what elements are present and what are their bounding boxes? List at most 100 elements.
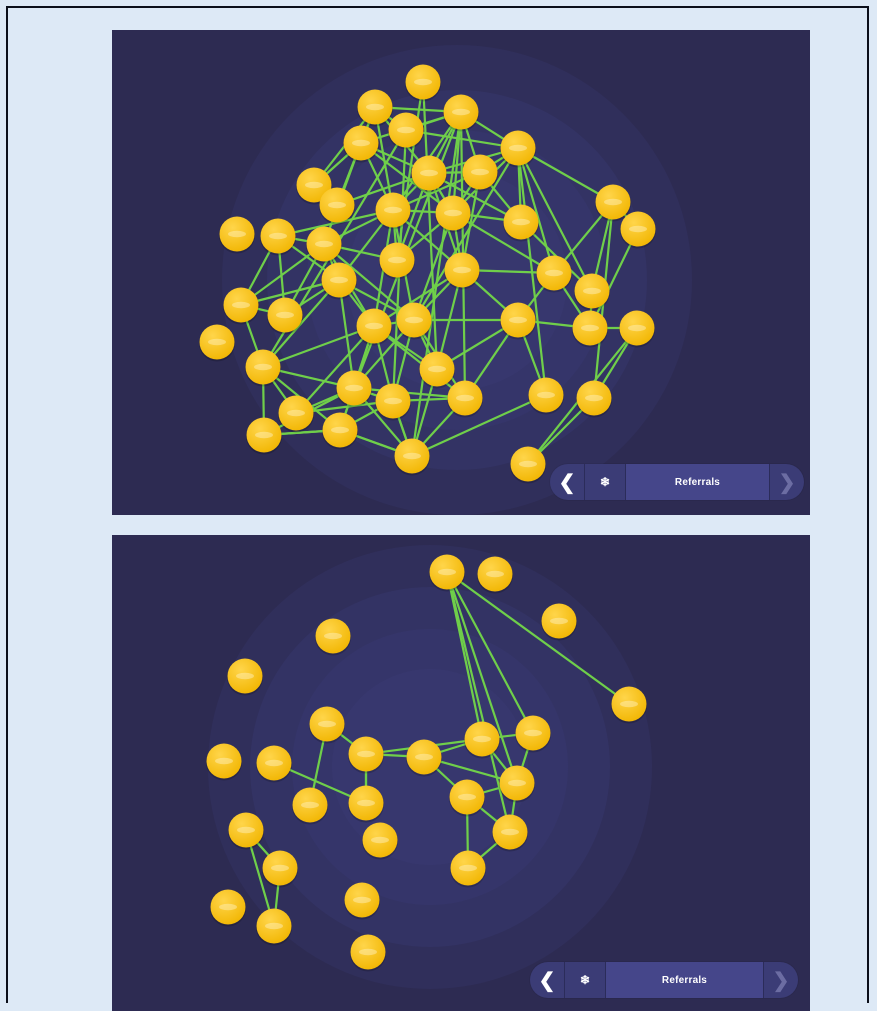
graph-node[interactable] xyxy=(450,850,486,888)
graph-node[interactable] xyxy=(199,324,235,362)
network-panel-bottom: ❮ ❄ Referrals ❯ xyxy=(112,535,810,1011)
graph-node[interactable] xyxy=(306,226,342,264)
graph-node[interactable] xyxy=(510,446,546,484)
graph-node[interactable] xyxy=(541,603,577,641)
graph-node[interactable] xyxy=(620,211,656,249)
edge-line xyxy=(372,324,467,400)
graph-node[interactable] xyxy=(319,187,355,225)
graph-node[interactable] xyxy=(256,745,292,783)
edge-line xyxy=(294,324,376,415)
graph-node[interactable] xyxy=(228,812,264,850)
network-graph-bottom[interactable] xyxy=(112,535,810,1011)
graph-node[interactable] xyxy=(388,112,424,150)
graph-node[interactable] xyxy=(375,383,411,421)
forward-button[interactable]: ❯ xyxy=(770,464,804,500)
graph-node[interactable] xyxy=(477,556,513,594)
graph-node[interactable] xyxy=(411,155,447,193)
graph-node[interactable] xyxy=(219,216,255,254)
graph-node[interactable] xyxy=(443,94,479,132)
chevron-left-icon: ❮ xyxy=(558,471,576,494)
graph-node[interactable] xyxy=(350,934,386,972)
graph-node[interactable] xyxy=(343,125,379,163)
graph-node[interactable] xyxy=(267,297,303,335)
graph-node[interactable] xyxy=(348,785,384,823)
graph-node[interactable] xyxy=(356,308,392,346)
graph-node[interactable] xyxy=(262,850,298,888)
graph-node[interactable] xyxy=(619,310,655,348)
graph-node[interactable] xyxy=(394,438,430,476)
graph-node[interactable] xyxy=(464,721,500,759)
freeze-button[interactable]: ❄ xyxy=(565,962,606,998)
graph-node[interactable] xyxy=(572,310,608,348)
graph-node[interactable] xyxy=(419,351,455,389)
graph-node[interactable] xyxy=(206,743,242,781)
graph-node[interactable] xyxy=(357,89,393,127)
graph-node[interactable] xyxy=(515,715,551,753)
graph-node[interactable] xyxy=(375,192,411,230)
graph-node[interactable] xyxy=(348,736,384,774)
graph-node[interactable] xyxy=(227,658,263,696)
graph-node[interactable] xyxy=(503,204,539,242)
graph-node[interactable] xyxy=(315,618,351,656)
graph-node[interactable] xyxy=(611,686,647,724)
edge-line xyxy=(276,208,395,238)
graph-node[interactable] xyxy=(379,242,415,280)
edge-line xyxy=(410,393,548,458)
graph-node[interactable] xyxy=(595,184,631,222)
graph-node[interactable] xyxy=(396,302,432,340)
graph-node[interactable] xyxy=(321,262,357,300)
graph-node[interactable] xyxy=(500,302,536,340)
graph-node[interactable] xyxy=(405,64,441,102)
graph-node[interactable] xyxy=(246,417,282,455)
layout-label[interactable]: Referrals xyxy=(626,464,770,500)
graph-node[interactable] xyxy=(223,287,259,325)
graph-node[interactable] xyxy=(499,765,535,803)
graph-node[interactable] xyxy=(528,377,564,415)
snowflake-icon: ❄ xyxy=(599,475,611,489)
edge-line xyxy=(412,146,520,322)
graph-node[interactable] xyxy=(309,706,345,744)
graph-node[interactable] xyxy=(492,814,528,852)
back-button[interactable]: ❮ xyxy=(550,464,585,500)
snowflake-icon: ❄ xyxy=(579,973,591,987)
network-graph-top[interactable] xyxy=(112,30,810,515)
edge-line xyxy=(404,128,520,150)
edge-line xyxy=(337,278,356,390)
back-button[interactable]: ❮ xyxy=(530,962,565,998)
graph-node[interactable] xyxy=(462,154,498,192)
nodes xyxy=(199,64,656,484)
graph-node[interactable] xyxy=(278,395,314,433)
graph-node[interactable] xyxy=(444,252,480,290)
graph-node[interactable] xyxy=(292,787,328,825)
layout-label[interactable]: Referrals xyxy=(606,962,764,998)
graph-node[interactable] xyxy=(210,889,246,927)
graph-node[interactable] xyxy=(256,908,292,946)
graph-node[interactable] xyxy=(429,554,465,592)
graph-node[interactable] xyxy=(336,370,372,408)
graph-node[interactable] xyxy=(245,349,281,387)
edge-line xyxy=(516,146,548,397)
graph-node[interactable] xyxy=(449,779,485,817)
edge-line xyxy=(445,570,519,785)
graph-node[interactable] xyxy=(260,218,296,256)
edge-line xyxy=(516,146,556,275)
page-frame: ❮ ❄ Referrals ❯ ❮ ❄ Referrals ❯ xyxy=(6,6,869,1011)
graph-node[interactable] xyxy=(576,380,612,418)
graph-node[interactable] xyxy=(500,130,536,168)
edge-line xyxy=(516,146,615,204)
graph-toolbar: ❮ ❄ Referrals ❯ xyxy=(530,962,798,998)
graph-node[interactable] xyxy=(344,882,380,920)
graph-node[interactable] xyxy=(322,412,358,450)
freeze-button[interactable]: ❄ xyxy=(585,464,626,500)
forward-button[interactable]: ❯ xyxy=(764,962,798,998)
network-panel-top: ❮ ❄ Referrals ❯ xyxy=(112,30,810,515)
graph-node[interactable] xyxy=(574,273,610,311)
edge-line xyxy=(261,324,376,369)
graph-node[interactable] xyxy=(435,195,471,233)
graph-node[interactable] xyxy=(447,380,483,418)
chevron-right-icon: ❯ xyxy=(772,969,790,992)
graph-node[interactable] xyxy=(536,255,572,293)
graph-node[interactable] xyxy=(406,739,442,777)
graph-node[interactable] xyxy=(362,822,398,860)
edge-line xyxy=(451,211,556,275)
